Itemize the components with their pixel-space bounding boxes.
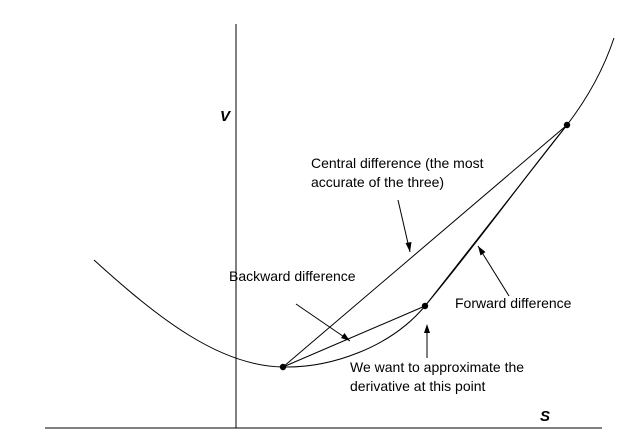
backward-arrow <box>295 303 351 342</box>
backward-label: Backward difference <box>229 268 356 284</box>
point-label-line1: We want to approximate the <box>350 359 524 375</box>
central-arrow <box>397 199 412 253</box>
forward-arrow <box>477 245 510 297</box>
central-label-line2: accurate of the three) <box>311 174 444 190</box>
point-label-line2: derivative at this point <box>350 378 486 394</box>
central-difference-line <box>282 124 568 368</box>
left-point <box>279 363 287 371</box>
point-arrow <box>424 324 430 358</box>
y-axis-label: V <box>220 108 232 125</box>
backward-difference-line <box>282 305 426 368</box>
forward-difference-line <box>424 124 568 307</box>
forward-label: Forward difference <box>455 295 572 311</box>
middle-point <box>421 302 429 310</box>
central-label-line1: Central difference (the most <box>311 155 484 171</box>
x-axis-label: S <box>540 408 550 425</box>
function-curve <box>93 37 615 368</box>
right-point <box>563 121 571 129</box>
